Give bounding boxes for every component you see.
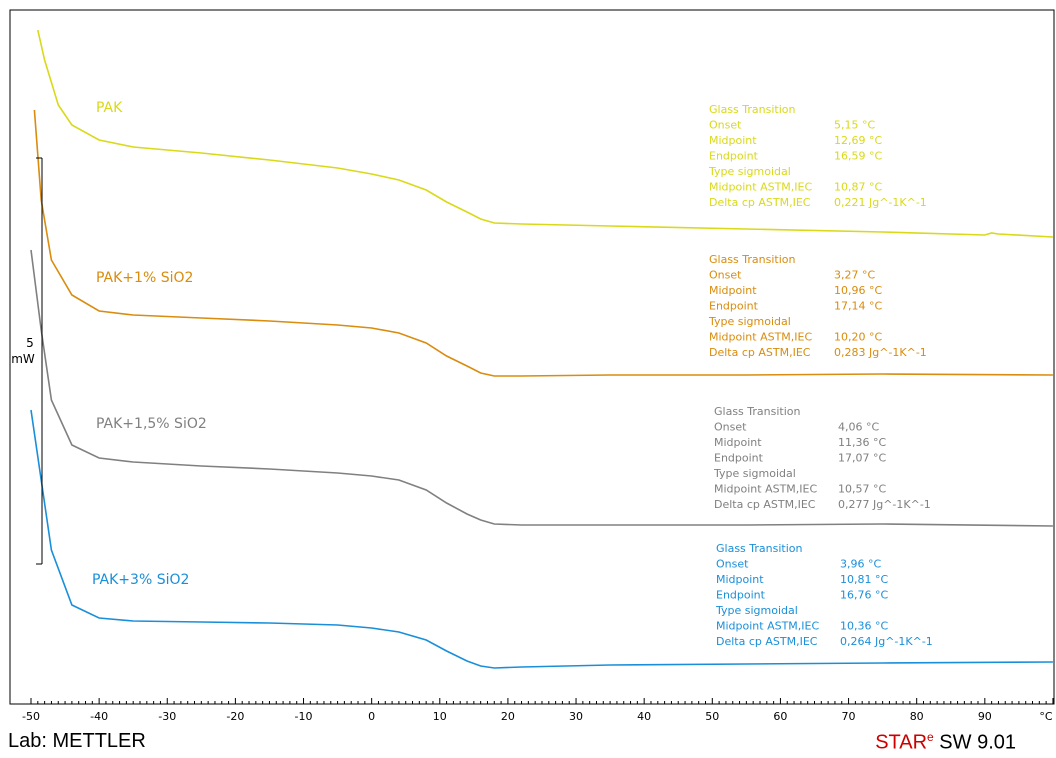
annotation-row-value: 3,27 °C [834,269,875,282]
software-version: SW 9.01 [933,731,1016,754]
annotation-row-value: 0,264 Jg^-1K^-1 [840,635,933,648]
annotation-row-label: Midpoint [709,284,757,297]
x-tick-label: 0 [368,710,375,723]
annotation-row-label: Endpoint [709,300,759,313]
x-tick-label: -10 [295,710,313,723]
annotation-row-label: Onset [709,119,742,132]
annotation-row-label: Midpoint [709,134,757,147]
annotation-row-label: Endpoint [714,452,764,465]
annotation-row-label: Onset [716,558,749,571]
x-tick-label: -50 [22,710,40,723]
annotation-row-label: Type sigmoidal [708,315,791,328]
annotation-row-label: Delta cp ASTM,IEC [709,196,811,209]
annotation-row-label: Midpoint ASTM,IEC [709,181,812,194]
x-tick-label: 40 [637,710,651,723]
series-label: PAK+1% SiO2 [96,270,193,286]
plot-frame [9,9,1055,705]
annotation-row-label: Delta cp ASTM,IEC [716,635,818,648]
annotation-row-value: 0,221 Jg^-1K^-1 [834,196,927,209]
annotation-row-label: Midpoint [714,436,762,449]
scale-bar: 5 mW [11,157,43,565]
annotation-row-value: 4,06 °C [838,421,879,434]
x-tick-label: -20 [226,710,244,723]
dsc-chart: -50 -40 -30 -20 -10 0 10 20 30 40 50 60 70 80 90 °C PAK… [9,9,1055,723]
series-labels: PAK PAK+1% SiO2 PAK+1,5% SiO2 PAK+3% SiO2 [92,100,207,588]
annotation-row-value: 10,96 °C [834,284,882,297]
annotation-row-value: 10,81 °C [840,573,888,586]
x-tick-label: -30 [158,710,176,723]
series-label: PAK+3% SiO2 [92,572,189,588]
annotation-row-label: Delta cp ASTM,IEC [714,498,816,511]
x-tick-label: 20 [501,710,515,723]
annotation-row-value: 17,07 °C [838,452,886,465]
annotations: Glass Transition Onset 5,15 °C Midpoint 12,6… [708,103,933,648]
series-label: PAK+1,5% SiO2 [96,416,207,432]
annotation-row-label: Onset [709,269,742,282]
annotation-row-value: 12,69 °C [834,134,882,147]
annotation-row-value: 5,15 °C [834,119,875,132]
annotation-title: Glass Transition [709,103,796,116]
x-tick-label: 30 [569,710,583,723]
annotation-row-label: Midpoint ASTM,IEC [709,331,812,344]
scale-bar-unit: mW [11,352,35,366]
annotation-row-value: 3,96 °C [840,558,881,571]
series-curve [37,29,1053,238]
x-axis: -50 -40 -30 -20 -10 0 10 20 30 40 50 60 70 80 90 °C [22,698,1054,723]
annotation-row-value: 10,20 °C [834,331,882,344]
x-tick-label: 90 [978,710,992,723]
lab-label: Lab: METTLER [8,730,146,752]
series-curve [30,409,1053,669]
software-label: STARe SW 9.01 [875,730,1016,755]
annotation-row-value: 0,277 Jg^-1K^-1 [838,498,931,511]
x-tick-label: 70 [842,710,856,723]
scale-bar-value: 5 [26,336,34,350]
software-sup: e [927,730,934,744]
x-tick-label: 60 [773,710,787,723]
series-label: PAK [96,100,123,116]
x-tick-label: 10 [433,710,447,723]
series-curve [30,249,1053,527]
series-curve [33,109,1053,377]
software-brand: STAR [875,731,928,754]
annotation-row-value: 17,14 °C [834,300,882,313]
annotation-row-label: Midpoint [716,573,764,586]
x-tick-label: -40 [90,710,108,723]
x-tick-label: 80 [910,710,924,723]
annotation-row-label: Type sigmoidal [715,604,798,617]
x-unit-label: °C [1039,710,1053,723]
annotation-row-label: Type sigmoidal [708,165,791,178]
annotation-row-label: Midpoint ASTM,IEC [714,483,817,496]
annotation-title: Glass Transition [714,405,801,418]
annotation-row-value: 10,57 °C [838,483,886,496]
annotation-row-label: Delta cp ASTM,IEC [709,346,811,359]
annotation-row-value: 0,283 Jg^-1K^-1 [834,346,927,359]
annotation-row-value: 10,36 °C [840,620,888,633]
annotation-row-value: 16,59 °C [834,150,882,163]
annotation-row-label: Midpoint ASTM,IEC [716,620,819,633]
curves [30,29,1053,669]
annotation-row-label: Endpoint [716,589,766,602]
annotation-title: Glass Transition [709,253,796,266]
annotation-row-label: Type sigmoidal [713,467,796,480]
annotation-title: Glass Transition [716,542,803,555]
x-tick-label: 50 [705,710,719,723]
annotation-row-value: 16,76 °C [840,589,888,602]
annotation-row-value: 10,87 °C [834,181,882,194]
annotation-row-value: 11,36 °C [838,436,886,449]
annotation-row-label: Endpoint [709,150,759,163]
annotation-row-label: Onset [714,421,747,434]
